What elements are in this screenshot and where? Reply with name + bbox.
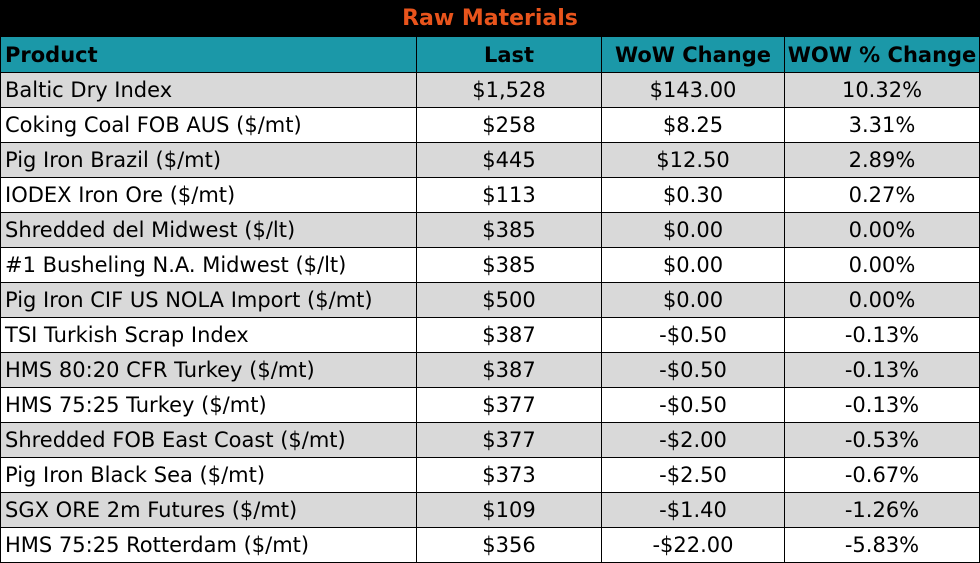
cell-wow-pct-change: -0.67%: [844, 463, 920, 487]
table-row: Coking Coal FOB AUS ($/mt) $258 $8.25 3.31%: [1, 107, 979, 142]
cell-wow-pct-change: 10.32%: [841, 78, 923, 102]
cell-wow-change: -$1.40: [602, 493, 785, 527]
table-row: HMS 80:20 CFR Turkey ($/mt) $387 -$0.50 -0.…: [1, 352, 979, 387]
cell-wow-pct-change: -0.53%: [844, 428, 920, 452]
cell-wow-change: -$2.00: [602, 423, 785, 457]
table-row: Pig Iron Brazil ($/mt) $445 $12.50 2.89%: [1, 142, 979, 177]
cell-product: IODEX Iron Ore ($/mt): [1, 178, 417, 212]
cell-wow-change: $8.25: [602, 108, 785, 142]
header-wow-pct-change: WOW % Change: [787, 43, 977, 67]
cell-wow-pct-change: 0.00%: [848, 288, 916, 312]
cell-wow-change: $12.50: [602, 143, 785, 177]
cell-product: #1 Busheling N.A. Midwest ($/lt): [1, 248, 417, 282]
cell-last: $385: [417, 213, 602, 247]
cell-product: Coking Coal FOB AUS ($/mt): [1, 108, 417, 142]
cell-wow-pct-change: -1.26%: [844, 498, 920, 522]
cell-wow-pct-change: -0.13%: [844, 393, 920, 417]
cell-wow-pct-change: 3.31%: [848, 113, 916, 137]
table-row: HMS 75:25 Turkey ($/mt) $377 -$0.50 -0.13%: [1, 387, 979, 422]
table-header-row: Product Last WoW Change WOW % Change: [1, 36, 979, 73]
cell-wow-change: $0.00: [602, 283, 785, 317]
cell-last: $109: [417, 493, 602, 527]
cell-wow-change: -$0.50: [602, 388, 785, 422]
table-row: TSI Turkish Scrap Index $387 -$0.50 -0.13%: [1, 317, 979, 352]
cell-wow-pct-change: 0.27%: [848, 183, 916, 207]
cell-wow-pct-change: 0.00%: [848, 253, 916, 277]
cell-last: $445: [417, 143, 602, 177]
table-title: Raw Materials: [1, 0, 979, 36]
cell-wow-change: -$22.00: [602, 528, 785, 562]
cell-last: $377: [417, 423, 602, 457]
cell-wow-change: $143.00: [602, 73, 785, 107]
header-wow-change: WoW Change: [602, 37, 785, 73]
cell-last: $113: [417, 178, 602, 212]
cell-wow-pct-change: -5.83%: [844, 533, 920, 557]
cell-wow-change: -$0.50: [602, 353, 785, 387]
cell-last: $387: [417, 353, 602, 387]
cell-last: $385: [417, 248, 602, 282]
table-row: #1 Busheling N.A. Midwest ($/lt) $385 $0.0…: [1, 247, 979, 282]
table-row: IODEX Iron Ore ($/mt) $113 $0.30 0.27%: [1, 177, 979, 212]
table-row: Pig Iron CIF US NOLA Import ($/mt) $500 $0…: [1, 282, 979, 317]
cell-last: $500: [417, 283, 602, 317]
table-row: Shredded del Midwest ($/lt) $385 $0.00 0.00…: [1, 212, 979, 247]
cell-last: $377: [417, 388, 602, 422]
cell-last: $373: [417, 458, 602, 492]
header-last: Last: [417, 37, 602, 73]
cell-product: HMS 75:25 Rotterdam ($/mt): [1, 528, 417, 562]
table-row: SGX ORE 2m Futures ($/mt) $109 -$1.40 -1.26…: [1, 492, 979, 527]
cell-wow-pct-change: -0.13%: [844, 323, 920, 347]
table-row: Baltic Dry Index $1,528 $143.00 10.32%: [1, 72, 979, 107]
cell-product: Pig Iron Black Sea ($/mt): [1, 458, 417, 492]
cell-last: $1,528: [417, 73, 602, 107]
cell-wow-change: -$2.50: [602, 458, 785, 492]
cell-last: $356: [417, 528, 602, 562]
cell-product: Shredded FOB East Coast ($/mt): [1, 423, 417, 457]
cell-wow-change: $0.30: [602, 178, 785, 212]
table-row: Shredded FOB East Coast ($/mt) $377 -$2.00…: [1, 422, 979, 457]
cell-product: TSI Turkish Scrap Index: [1, 318, 417, 352]
cell-last: $387: [417, 318, 602, 352]
table-row: HMS 75:25 Rotterdam ($/mt) $356 -$22.00 -5.…: [1, 527, 979, 562]
cell-wow-pct-change: 2.89%: [848, 148, 916, 172]
cell-product: HMS 75:25 Turkey ($/mt): [1, 388, 417, 422]
cell-product: Pig Iron CIF US NOLA Import ($/mt): [1, 283, 417, 317]
cell-product: Baltic Dry Index: [1, 73, 417, 107]
cell-wow-change: $0.00: [602, 213, 785, 247]
cell-product: Pig Iron Brazil ($/mt): [1, 143, 417, 177]
table-body: Baltic Dry Index $1,528 $143.00 10.32% Cokin…: [1, 72, 979, 562]
cell-wow-change: $0.00: [602, 248, 785, 282]
cell-last: $258: [417, 108, 602, 142]
cell-wow-pct-change: -0.13%: [844, 358, 920, 382]
cell-product: Shredded del Midwest ($/lt): [1, 213, 417, 247]
cell-wow-pct-change: 0.00%: [848, 218, 916, 242]
table-row: Pig Iron Black Sea ($/mt) $373 -$2.50 -0.67…: [1, 457, 979, 492]
cell-wow-change: -$0.50: [602, 318, 785, 352]
header-product: Product: [1, 37, 417, 73]
cell-product: SGX ORE 2m Futures ($/mt): [1, 493, 417, 527]
cell-product: HMS 80:20 CFR Turkey ($/mt): [1, 353, 417, 387]
